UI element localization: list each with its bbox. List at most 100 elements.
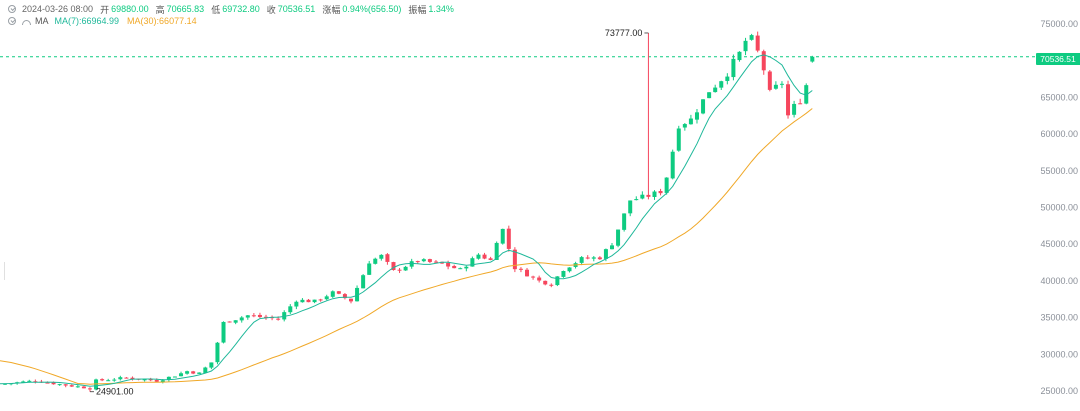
candle-body (792, 103, 797, 115)
candle-body (773, 84, 778, 89)
candle-body (628, 200, 633, 214)
candles (3, 31, 815, 392)
candle-body (579, 257, 584, 263)
candle-body (355, 287, 360, 302)
candle-body (421, 259, 426, 262)
candle-body (767, 71, 772, 90)
candle-body (191, 371, 196, 374)
candle-body (81, 386, 86, 389)
candle-body (682, 124, 687, 128)
candle-body (300, 299, 305, 303)
candle-body (373, 258, 378, 264)
candle-body (63, 384, 68, 386)
ma-label: MA (35, 16, 49, 26)
candle-body (361, 275, 366, 289)
candle-body (804, 85, 809, 104)
candle-body (500, 228, 505, 244)
candle-body (694, 112, 699, 120)
candle-body (251, 315, 256, 317)
candle-body (670, 151, 675, 179)
candle-body (616, 229, 621, 246)
candle-body (622, 213, 627, 230)
open-label: 开 (100, 4, 110, 15)
candle-body (160, 380, 165, 383)
candle-body (755, 35, 760, 51)
candle-body (336, 291, 341, 294)
collapse-toggle-icon[interactable] (8, 5, 16, 13)
candle-body (130, 377, 135, 380)
candle-body (446, 262, 451, 267)
candle-body (379, 254, 384, 259)
candle-body (185, 371, 190, 374)
candle-body (45, 382, 50, 384)
candle-body (719, 81, 724, 88)
candle-body (403, 266, 408, 271)
legend-date: 2024-03-26 08:00 (22, 4, 94, 14)
candle-body (713, 87, 718, 93)
candle-body (603, 249, 608, 259)
candle-body (531, 276, 536, 278)
candle-body (348, 298, 353, 302)
candle-body (227, 321, 232, 323)
candle-body (433, 261, 438, 263)
ma30-line (0, 108, 813, 385)
candle-body (543, 280, 548, 285)
current-price-tag: 70536.51 (1036, 53, 1080, 65)
candle-body (166, 376, 171, 381)
candle-body (312, 299, 317, 303)
candle-body (415, 261, 420, 263)
candle-body (707, 92, 712, 99)
candle-body (452, 265, 457, 269)
candle-body (494, 242, 499, 260)
candle-body (525, 269, 530, 277)
candle-body (391, 262, 396, 271)
candle-body (482, 254, 487, 259)
candle-body (245, 315, 250, 318)
candle-body (427, 259, 432, 262)
y-tick-label: 60000.00 (1040, 129, 1078, 139)
candle-body (597, 257, 602, 260)
eye-icon[interactable] (22, 19, 31, 25)
candle-body (276, 318, 281, 320)
candle-body (87, 388, 92, 390)
candle-body (470, 258, 475, 267)
candle-body (409, 261, 414, 267)
candle-body (106, 380, 111, 382)
candle-body (3, 383, 7, 385)
low-label: 低 (211, 4, 221, 15)
candle-body (306, 299, 311, 303)
candle-body (203, 367, 208, 373)
candle-body (549, 284, 554, 286)
left-drag-handle[interactable] (0, 262, 5, 280)
ma7-value: MA(7):66964.99 (54, 16, 120, 26)
candle-body (512, 249, 517, 270)
candle-body (318, 299, 323, 301)
candle-body (324, 296, 329, 300)
candle-body (282, 312, 287, 320)
candle-body (610, 245, 614, 250)
candle-body (367, 263, 372, 275)
candle-body (172, 376, 177, 378)
candle-body (288, 306, 293, 313)
change-label: 涨幅 (322, 4, 341, 15)
candle-body (75, 386, 80, 388)
candle-body (537, 277, 542, 281)
y-tick-label: 65000.00 (1040, 92, 1078, 102)
high-label: 高 (155, 4, 165, 15)
candle-body (154, 379, 159, 382)
candle-body (215, 342, 220, 363)
close-value: 70536.51 (277, 4, 316, 14)
candle-body (148, 378, 153, 381)
ma-collapse-toggle-icon[interactable] (8, 17, 16, 25)
y-axis: 75000.0070000.0065000.0060000.0055000.00… (1040, 19, 1078, 396)
amplitude-label: 振幅 (408, 4, 427, 15)
candle-body (652, 191, 657, 197)
candle-body (506, 228, 511, 249)
ma30-value: MA(30):66077.14 (127, 16, 197, 26)
candle-body (124, 377, 129, 379)
candle-body (518, 268, 523, 270)
candle-body (688, 118, 693, 125)
y-tick-label: 40000.00 (1040, 276, 1078, 286)
change-value: 0.94%(656.50) (342, 4, 402, 14)
